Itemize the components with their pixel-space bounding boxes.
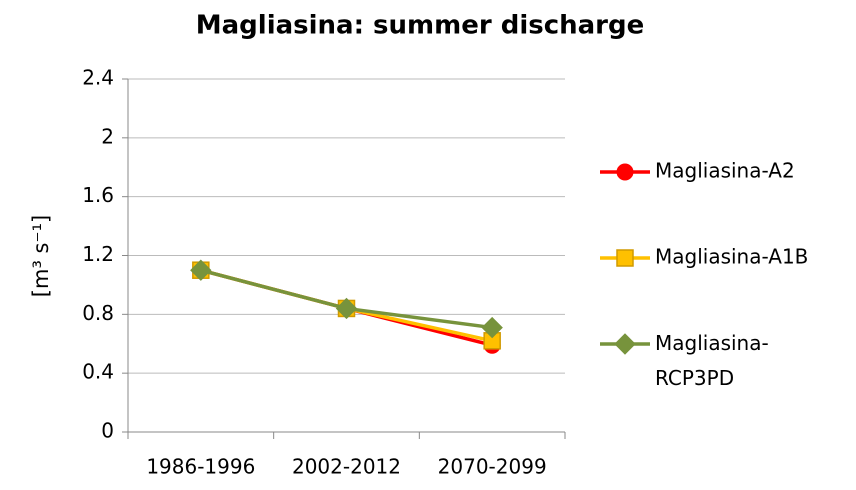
x-tick-label: 2002-2012 [292,455,401,479]
x-tick-label: 2070-2099 [438,455,547,479]
legend-label: Magliasina-RCP3PD [655,331,769,390]
y-tick-label: 0.8 [82,301,114,325]
data-point [190,259,212,281]
legend-marker [614,333,636,355]
y-tick-label: 0.4 [82,360,114,384]
y-axis-label: [m³ s⁻¹] [29,215,53,297]
x-tick-label: 1986-1996 [146,455,255,479]
legend-marker [616,249,634,267]
y-tick-label: 1.6 [82,183,114,207]
chart-title: Magliasina: summer discharge [196,11,645,41]
y-tick-label: 1.2 [82,242,114,266]
data-point [481,316,503,339]
legend-label: Magliasina-A1B [655,245,808,269]
legend-marker [616,163,634,181]
y-tick-label: 0 [101,419,114,443]
y-tick-label: 2 [101,124,114,148]
data-point [335,297,358,320]
legend-label: Magliasina-A2 [655,159,795,183]
y-tick-label: 2.4 [82,66,114,90]
